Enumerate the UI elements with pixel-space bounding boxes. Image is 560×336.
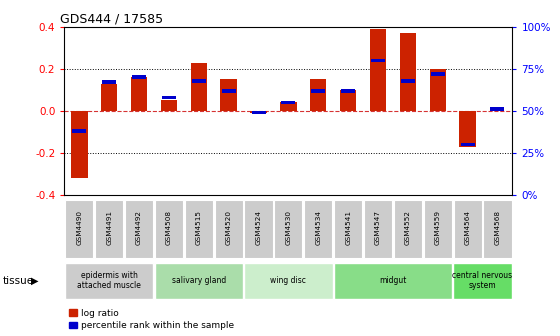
Text: GSM4534: GSM4534 xyxy=(315,210,321,245)
Bar xyxy=(251,111,265,115)
Text: GSM4524: GSM4524 xyxy=(255,210,262,245)
Bar xyxy=(72,129,86,133)
Bar xyxy=(192,79,206,83)
FancyBboxPatch shape xyxy=(214,200,242,257)
Text: salivary gland: salivary gland xyxy=(172,276,226,285)
Bar xyxy=(311,89,325,93)
Text: GSM4490: GSM4490 xyxy=(76,210,82,245)
Bar xyxy=(401,79,415,83)
FancyBboxPatch shape xyxy=(125,200,153,257)
Bar xyxy=(222,89,236,93)
FancyBboxPatch shape xyxy=(453,263,512,299)
Text: ▶: ▶ xyxy=(31,276,39,286)
FancyBboxPatch shape xyxy=(394,200,422,257)
FancyBboxPatch shape xyxy=(334,200,362,257)
Bar xyxy=(370,29,386,111)
Text: GSM4547: GSM4547 xyxy=(375,210,381,245)
Bar xyxy=(310,79,326,111)
Bar xyxy=(161,100,177,111)
Bar xyxy=(101,84,118,111)
Bar xyxy=(162,95,176,99)
Bar xyxy=(341,89,355,93)
Bar xyxy=(461,142,474,146)
Bar xyxy=(282,100,295,104)
Text: GSM4568: GSM4568 xyxy=(494,210,501,245)
FancyBboxPatch shape xyxy=(185,200,213,257)
Bar xyxy=(431,72,445,76)
Bar xyxy=(371,58,385,62)
Text: GDS444 / 17585: GDS444 / 17585 xyxy=(60,13,163,26)
FancyBboxPatch shape xyxy=(304,200,332,257)
FancyBboxPatch shape xyxy=(155,200,183,257)
FancyBboxPatch shape xyxy=(245,200,273,257)
Bar xyxy=(459,111,476,146)
FancyBboxPatch shape xyxy=(424,200,452,257)
Bar xyxy=(491,107,505,111)
FancyBboxPatch shape xyxy=(334,263,452,299)
Bar xyxy=(340,90,356,111)
Text: GSM4491: GSM4491 xyxy=(106,210,112,245)
Text: GSM4541: GSM4541 xyxy=(345,210,351,245)
Bar xyxy=(280,102,297,111)
FancyBboxPatch shape xyxy=(95,200,123,257)
FancyBboxPatch shape xyxy=(364,200,392,257)
FancyBboxPatch shape xyxy=(155,263,243,299)
Bar xyxy=(102,80,116,84)
Text: wing disc: wing disc xyxy=(270,276,306,285)
Text: tissue: tissue xyxy=(3,276,34,286)
Bar xyxy=(221,79,237,111)
Bar xyxy=(430,69,446,111)
FancyBboxPatch shape xyxy=(274,200,302,257)
Text: GSM4552: GSM4552 xyxy=(405,210,411,245)
Text: central nervous
system: central nervous system xyxy=(452,271,512,290)
FancyBboxPatch shape xyxy=(483,200,511,257)
Bar xyxy=(71,111,87,178)
Text: GSM4520: GSM4520 xyxy=(226,210,232,245)
Text: GSM4564: GSM4564 xyxy=(465,210,470,245)
Text: GSM4515: GSM4515 xyxy=(196,210,202,245)
Bar xyxy=(190,62,207,111)
FancyBboxPatch shape xyxy=(244,263,333,299)
FancyBboxPatch shape xyxy=(66,200,94,257)
Text: GSM4508: GSM4508 xyxy=(166,210,172,245)
Legend: log ratio, percentile rank within the sample: log ratio, percentile rank within the sa… xyxy=(69,308,234,330)
Text: GSM4492: GSM4492 xyxy=(136,210,142,245)
FancyBboxPatch shape xyxy=(454,200,482,257)
Text: GSM4530: GSM4530 xyxy=(286,210,291,245)
Bar xyxy=(400,33,416,111)
Bar xyxy=(250,111,267,113)
Text: GSM4559: GSM4559 xyxy=(435,210,441,245)
Text: epidermis with
attached muscle: epidermis with attached muscle xyxy=(77,271,141,290)
Bar xyxy=(132,75,146,79)
FancyBboxPatch shape xyxy=(65,263,153,299)
Text: midgut: midgut xyxy=(379,276,407,285)
Bar xyxy=(131,77,147,111)
